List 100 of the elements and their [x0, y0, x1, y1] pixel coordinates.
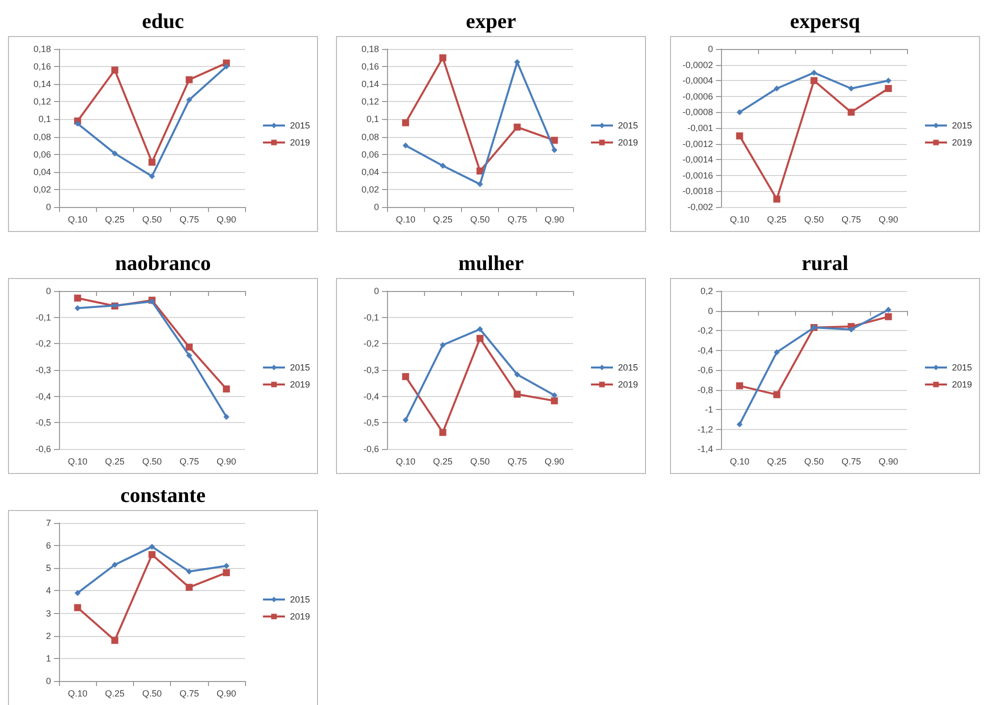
point: [811, 70, 817, 76]
x-tick-label: Q.10: [68, 688, 88, 698]
y-tick-label: 0,12: [33, 96, 51, 107]
y-tick-label: -0,0012: [682, 138, 713, 149]
x-tick-label: Q.90: [216, 456, 236, 466]
y-tick-label: 0,18: [33, 44, 51, 54]
x-tick-label: Q.25: [767, 214, 787, 224]
y-tick-label: 0: [374, 202, 379, 212]
point: [74, 120, 81, 127]
point: [514, 390, 521, 398]
chart-title: educ: [141, 8, 185, 34]
y-tick-label: -0,0008: [682, 107, 713, 118]
y-tick-label: -0,002: [687, 202, 713, 212]
point: [885, 306, 892, 313]
legend-label: 2019: [952, 380, 972, 390]
x-tick-label: Q.10: [396, 214, 416, 224]
y-tick-label: 0: [708, 306, 713, 316]
x-tick-label: Q.10: [68, 214, 88, 224]
point: [439, 54, 446, 62]
x-tick-label: Q.75: [841, 456, 861, 466]
x-tick-label: Q.25: [433, 214, 453, 224]
point: [774, 349, 780, 356]
y-tick-label: 0,14: [33, 79, 51, 90]
point: [148, 551, 156, 558]
y-tick-label: 0: [46, 676, 51, 686]
y-tick-label: -1,2: [697, 424, 713, 434]
y-tick-label: -0,0016: [682, 170, 713, 180]
point: [773, 196, 780, 203]
y-tick-label: 0,16: [361, 62, 379, 72]
y-tick-label: 0,08: [33, 132, 51, 142]
point: [149, 173, 155, 180]
x-tick-label: Q.75: [507, 456, 527, 466]
point: [402, 417, 409, 424]
point: [848, 326, 854, 333]
point: [186, 96, 192, 103]
y-tick-label: -0,1: [363, 312, 379, 322]
point: [736, 421, 743, 428]
x-tick-label: Q.50: [142, 456, 162, 466]
chart-title: mulher: [457, 250, 525, 276]
y-tick-label: 0: [374, 286, 379, 296]
point: [774, 86, 780, 92]
legend-label: 2019: [290, 380, 310, 390]
y-tick-label: 0,06: [361, 149, 379, 160]
x-tick-label: Q.75: [841, 214, 861, 224]
y-tick-label: 0,2: [700, 286, 713, 296]
point: [223, 414, 230, 420]
y-tick-label: -0,6: [697, 365, 713, 375]
point: [440, 162, 446, 169]
point: [402, 142, 409, 149]
chart-title: rural: [800, 250, 850, 276]
legend-label: 2019: [952, 138, 972, 148]
y-tick-label: 0,16: [33, 62, 51, 72]
x-tick-label: Q.25: [105, 214, 125, 224]
y-tick-label: 0,18: [361, 44, 379, 54]
y-tick-label: 0: [46, 202, 51, 212]
y-tick-label: -1,4: [697, 444, 713, 454]
y-tick-label: -0,5: [363, 418, 379, 428]
y-tick-label: -0,5: [35, 418, 51, 428]
point: [74, 294, 82, 302]
point: [514, 124, 521, 131]
y-tick-label: -0,0006: [682, 91, 713, 102]
legend-label: 2015: [290, 120, 310, 130]
point: [186, 344, 193, 351]
point: [74, 590, 81, 596]
x-tick-label: Q.50: [142, 688, 162, 698]
y-tick-label: 0,1: [38, 114, 51, 124]
y-tick-label: 0,14: [361, 79, 379, 90]
x-tick-label: Q.90: [878, 456, 898, 466]
x-tick-label: Q.50: [804, 214, 824, 224]
x-tick-label: Q.10: [730, 214, 750, 224]
point: [848, 108, 855, 116]
legend-label: 2019: [618, 138, 638, 148]
y-tick-label: -0,2: [363, 338, 379, 349]
point: [736, 382, 744, 390]
y-tick-label: -0,2: [697, 326, 713, 336]
y-tick-label: -1: [704, 404, 713, 414]
point: [112, 150, 118, 156]
x-tick-label: Q.10: [396, 456, 416, 466]
y-tick-label: 1: [46, 653, 51, 664]
point: [111, 66, 118, 74]
y-tick-label: 0,02: [361, 184, 379, 194]
x-tick-label: Q.75: [179, 456, 199, 466]
y-tick-label: -0,8: [697, 384, 713, 395]
y-tick-label: -0,3: [35, 365, 51, 375]
point: [736, 109, 743, 116]
point: [551, 392, 558, 398]
point: [736, 132, 744, 140]
y-tick-label: -0,3: [363, 365, 379, 375]
x-tick-label: Q.50: [470, 456, 490, 466]
y-tick-label: -0,0014: [682, 154, 713, 165]
legend-label: 2019: [618, 380, 638, 390]
y-tick-label: -0,1: [35, 312, 51, 322]
point: [884, 313, 892, 320]
y-tick-label: 0,1: [366, 114, 379, 124]
point: [885, 78, 892, 84]
point: [112, 562, 118, 568]
y-tick-label: -0,0018: [682, 186, 713, 196]
point: [223, 562, 230, 569]
point: [149, 544, 155, 550]
y-tick-label: 7: [46, 518, 51, 528]
